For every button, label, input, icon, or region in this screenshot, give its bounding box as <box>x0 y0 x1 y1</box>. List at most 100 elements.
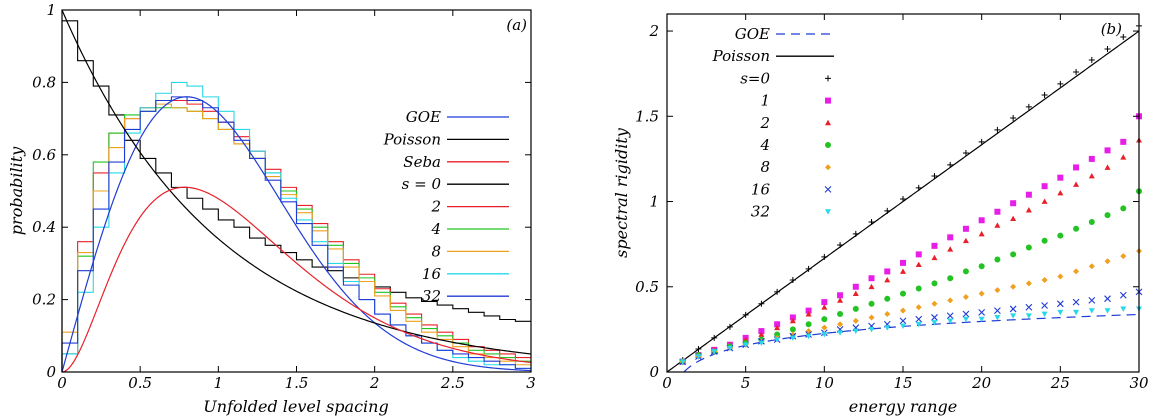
panel-b-point-16 <box>962 310 970 318</box>
panel-b-point-s-0 <box>900 195 906 202</box>
panel-b-point-8 <box>884 311 891 318</box>
panel-b-point-s-0 <box>805 265 812 272</box>
panel-a-legend-label-s-0: s = 0 <box>402 175 442 193</box>
panel-b-point-16 <box>1119 291 1127 299</box>
panel-b-point-1 <box>758 328 765 335</box>
panel-b-point-4 <box>900 290 906 297</box>
panel-b-point-2 <box>837 297 844 303</box>
panel-b-point-4 <box>1057 232 1064 239</box>
panel-b-curve-goe <box>683 313 1140 372</box>
panel-b-point-32 <box>742 342 749 348</box>
panel-b-point-8 <box>1120 253 1127 260</box>
panel-b-y-tick-label: 1.5 <box>635 107 659 125</box>
panel-a-curve-seba <box>61 186 532 373</box>
panel-b-point-4 <box>821 316 828 323</box>
panel-b-point-s-0 <box>947 161 954 168</box>
panel-b-point-4 <box>868 300 875 307</box>
panel-b-point-8 <box>962 293 969 300</box>
panel-b-y-tick-label: 0 <box>649 363 659 381</box>
panel-b-point-2 <box>1041 198 1048 204</box>
panel-b-point-8 <box>1073 268 1080 275</box>
panel-b-y-tick-label: 0.5 <box>635 278 659 296</box>
panel-a-legend-label-seba: Seba <box>403 153 441 171</box>
panel-b-legend-label-goe: GOE <box>735 25 770 43</box>
panel-a-y-tick-label: 0.6 <box>32 146 56 164</box>
panel-b-point-32 <box>915 321 922 328</box>
panel-b-point-2 <box>774 324 781 331</box>
panel-b-point-1 <box>978 217 985 224</box>
panel-b-point-8 <box>837 321 844 328</box>
panel-a-x-tick-label: 0 <box>57 374 67 392</box>
panel-b-legend-label-2: 2 <box>759 114 770 132</box>
panel-b-series-4 <box>679 188 1142 365</box>
panel-a-x-tick-label: 0.5 <box>128 374 152 392</box>
panel-b-point-2 <box>978 230 985 237</box>
panel-b-point-s-0 <box>837 241 844 248</box>
panel-b-point-8 <box>1010 283 1017 290</box>
panel-b-point-8 <box>994 287 1001 294</box>
panel-a-legend-label-32: 32 <box>422 287 441 305</box>
panel-b-point-s-0 <box>1041 91 1048 98</box>
panel-a: 0 0.5 1 1.5 2 2.5 3 0 0.2 0.4 0.6 0.8 1 (a) Unfolded… <box>7 1 536 416</box>
panel-b-point-4 <box>774 331 781 338</box>
panel-b-legend-marker-2 <box>825 119 831 126</box>
panel-a-y-tick-label: 0 <box>46 363 56 381</box>
panel-b-point-1 <box>821 299 828 306</box>
panel-b-legend-marker-32 <box>825 209 831 215</box>
panel-b-point-s-0 <box>1010 114 1017 121</box>
panel-a-x-tick-label: 3 <box>526 374 536 392</box>
panel-b-point-1 <box>884 268 891 275</box>
panel-b-legend-label-s-0: s=0 <box>740 69 770 87</box>
panel-b-point-4 <box>915 285 922 292</box>
panel-b-point-16 <box>978 308 986 316</box>
panel-b-point-32 <box>994 315 1001 321</box>
panel-a-label: (a) <box>506 16 527 34</box>
panel-b-legend-marker-16 <box>824 186 832 193</box>
panel-b-point-2 <box>852 290 859 296</box>
panel-b-point-1 <box>1088 155 1095 162</box>
panel-b-point-32 <box>1104 308 1111 314</box>
panel-b-point-s-0 <box>1120 34 1127 41</box>
panel-b-series-s-0 <box>679 22 1142 364</box>
panel-b-point-16 <box>1056 300 1064 308</box>
panel-b-point-16 <box>1009 305 1017 313</box>
panel-b-point-4 <box>1088 218 1095 225</box>
panel-b-point-2 <box>900 268 906 274</box>
panel-b-point-2 <box>1057 190 1064 196</box>
panel-b-legend: GOE Poisson s=0 1 2 4 8 16 32 <box>712 25 834 221</box>
panel-b-ticks: 0 5 10 15 20 25 30 0 0.5 1 1.5 2 <box>635 14 1149 392</box>
panel-a-legend-label-8: 8 <box>431 242 441 260</box>
panel-b-point-32 <box>947 318 954 324</box>
panel-a-y-tick-label: 0.8 <box>32 73 56 91</box>
panel-b-point-1 <box>774 321 781 328</box>
panel-b-point-1 <box>962 225 969 232</box>
panel-b-point-s-0 <box>758 300 765 307</box>
panel-a-y-axis-label: probability <box>7 146 26 235</box>
panel-b-point-32 <box>931 320 938 326</box>
panel-b-x-tick-label: 15 <box>893 374 912 392</box>
panel-b-point-16 <box>946 312 954 320</box>
panel-b-point-1 <box>852 283 859 290</box>
panel-b-point-4 <box>1010 251 1017 258</box>
panel-b-point-32 <box>695 354 702 360</box>
panel-b-point-s-0 <box>774 288 781 295</box>
panel-b-point-2 <box>994 222 1001 228</box>
panel-b-point-8 <box>1104 258 1111 265</box>
panel-b-point-1 <box>900 259 906 266</box>
panel-b-point-4 <box>994 256 1001 263</box>
panel-b-point-s-0 <box>978 138 985 145</box>
panel-b-point-s-0 <box>789 276 796 283</box>
panel-b-point-4 <box>1025 244 1032 251</box>
panel-b-point-2 <box>758 331 765 337</box>
panel-b-series-8 <box>679 247 1142 365</box>
panel-b-y-axis-label: spectral rigidity <box>612 127 631 258</box>
panel-b-point-2 <box>1025 207 1032 213</box>
panel-b-x-tick-label: 5 <box>741 374 751 392</box>
panel-b-legend-label-16: 16 <box>751 180 771 198</box>
panel-b-point-1 <box>1104 147 1111 154</box>
panel-b-point-4 <box>1104 212 1111 219</box>
panel-a-x-tick-label: 1 <box>214 374 224 392</box>
panel-b-point-1 <box>931 242 938 249</box>
panel-b-point-s-0 <box>1025 103 1032 110</box>
panel-b-point-32 <box>1041 311 1048 318</box>
